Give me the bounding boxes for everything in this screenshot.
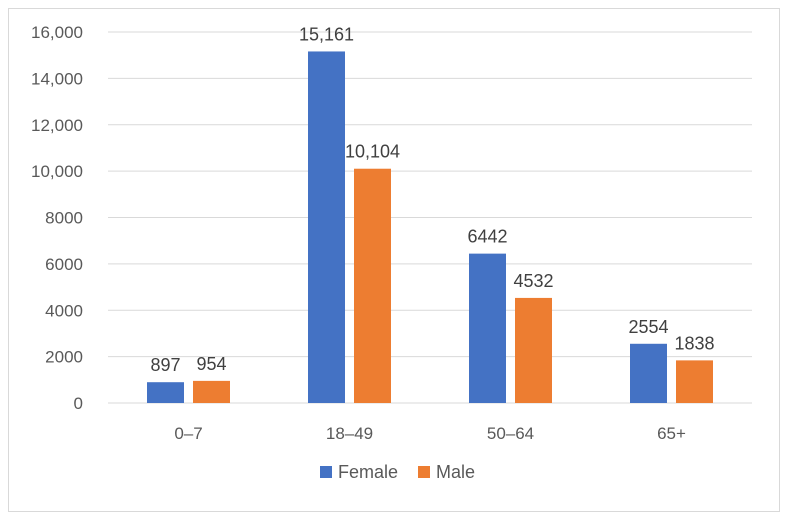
x-tick-label: 18–49	[326, 424, 373, 443]
legend-swatch-male	[418, 466, 430, 478]
y-tick-label: 10,000	[31, 162, 83, 181]
legend-swatch-female	[320, 466, 332, 478]
legend-label-male: Male	[436, 462, 475, 482]
y-tick-label: 0	[74, 394, 83, 413]
y-axis-ticks: 0 2000 4000 6000 8000 10,000 12,000 14,000 16,00…	[31, 23, 83, 413]
y-tick-label: 2000	[45, 348, 83, 367]
bar-male-1	[354, 168, 391, 403]
bar-male-2	[515, 297, 552, 403]
bar-female-3	[630, 343, 667, 403]
bar-female-2	[469, 253, 506, 403]
data-label-female-0: 897	[150, 355, 180, 375]
y-tick-label: 8000	[45, 209, 83, 228]
data-label-female-3: 2554	[628, 317, 668, 337]
y-tick-label: 14,000	[31, 69, 83, 88]
y-tick-label: 6000	[45, 255, 83, 274]
legend: Female Male	[320, 462, 475, 482]
chart-frame	[8, 8, 780, 512]
data-labels: 897 954 15,161 10,104 6442 4532 2554 1838	[150, 24, 714, 375]
bar-female-1	[308, 51, 345, 403]
x-tick-label: 65+	[657, 424, 686, 443]
bars	[147, 51, 713, 403]
bar-male-3	[676, 360, 713, 403]
bar-male-0	[193, 380, 230, 403]
y-tick-label: 16,000	[31, 23, 83, 42]
legend-label-female: Female	[338, 462, 398, 482]
data-label-female-1: 15,161	[299, 24, 354, 44]
x-tick-label: 0–7	[174, 424, 202, 443]
data-label-male-1: 10,104	[345, 142, 400, 162]
x-axis-ticks: 0–7 18–49 50–64 65+	[174, 424, 686, 443]
data-label-female-2: 6442	[467, 227, 507, 247]
data-label-male-0: 954	[196, 354, 226, 374]
y-tick-label: 4000	[45, 301, 83, 320]
x-tick-label: 50–64	[487, 424, 534, 443]
bar-female-0	[147, 382, 184, 403]
data-label-male-3: 1838	[674, 333, 714, 353]
data-label-male-2: 4532	[513, 271, 553, 291]
y-tick-label: 12,000	[31, 116, 83, 135]
